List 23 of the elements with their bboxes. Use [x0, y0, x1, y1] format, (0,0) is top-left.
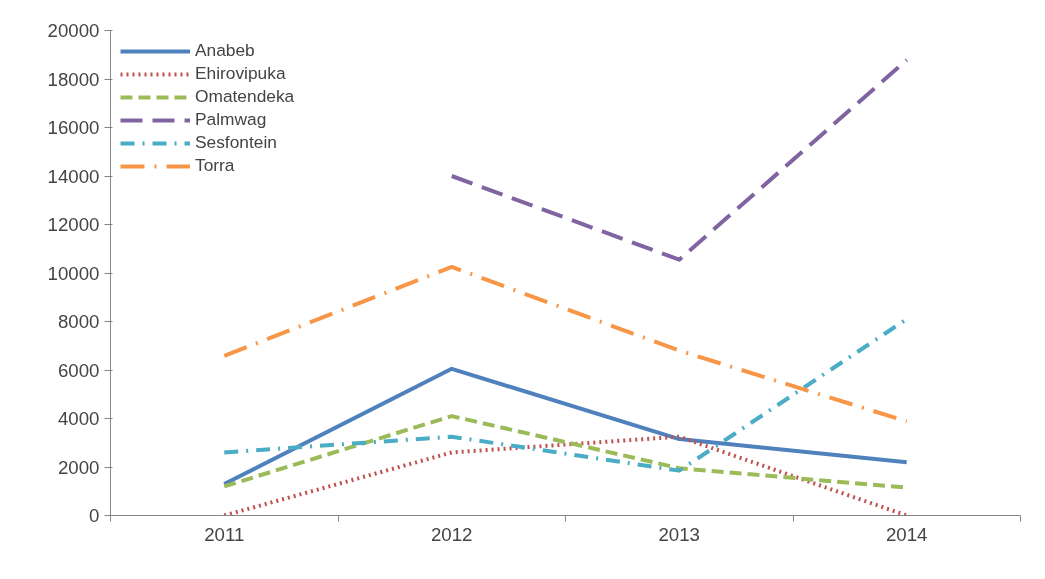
y-tick-label: 2000 [58, 456, 100, 478]
x-tick-label: 2012 [431, 523, 473, 545]
legend-label: Anabeb [195, 40, 255, 61]
legend-label: Omatendeka [195, 86, 295, 107]
y-tick-label: 4000 [58, 408, 100, 429]
y-tick-label: 18000 [47, 68, 100, 90]
x-tick-label: 2011 [204, 523, 245, 545]
y-tick-label: 12000 [47, 214, 100, 235]
x-tick-label: 2014 [886, 523, 928, 545]
line-series [222, 264, 909, 424]
y-tick-label: 8000 [58, 311, 100, 332]
line-series [222, 366, 909, 486]
y-tick-label: 14000 [47, 165, 100, 187]
y-tick-label: 10000 [47, 262, 100, 284]
legend-label: Palmwag [195, 109, 267, 130]
legend-label: Torra [195, 155, 235, 176]
y-tick-label: 0 [89, 505, 100, 526]
y-tick-label: 20000 [47, 20, 100, 41]
legend-label: Sesfontein [195, 132, 277, 153]
x-tick-label: 2013 [658, 523, 701, 545]
y-tick-label: 16000 [47, 117, 100, 138]
y-tick-label: 6000 [58, 359, 100, 381]
legend-label: Ehirovipuka [195, 63, 286, 84]
